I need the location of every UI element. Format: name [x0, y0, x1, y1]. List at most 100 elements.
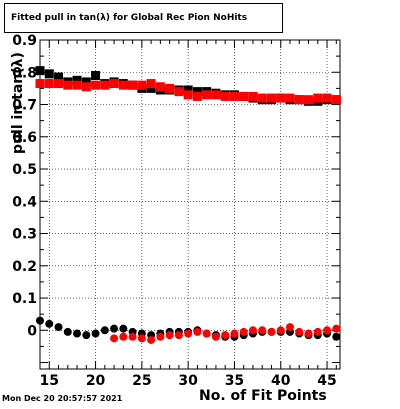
data-point-square-s1	[118, 80, 128, 90]
data-point-circle-s2	[332, 332, 341, 341]
data-point-circle-s3	[267, 327, 276, 336]
data-point-square-s1	[322, 93, 332, 103]
data-point-circle-s3	[221, 331, 230, 340]
data-point-square-s1	[100, 80, 110, 90]
data-point-square-s1	[35, 79, 45, 89]
data-point-circle-s3	[248, 326, 257, 335]
data-point-square-s1	[109, 79, 119, 89]
data-point-square-s1	[155, 82, 165, 92]
y-tick-label: 0.9	[12, 33, 37, 49]
x-tick-label: 40	[271, 373, 291, 389]
data-point-square-s1	[63, 80, 73, 90]
x-tick-label: 25	[132, 373, 151, 389]
data-point-square-s0	[91, 70, 101, 80]
data-point-circle-s2	[110, 324, 119, 333]
data-point-square-s1	[44, 79, 54, 89]
data-point-square-s0	[192, 87, 202, 97]
x-tick-label: 15	[40, 373, 59, 389]
data-point-square-s1	[192, 91, 202, 101]
data-point-circle-s3	[286, 323, 294, 332]
data-point-square-s1	[81, 82, 91, 92]
data-point-circle-s3	[313, 327, 322, 336]
data-point-square-s0	[81, 77, 91, 87]
data-point-square-s0	[44, 69, 54, 79]
y-tick-label: 0	[27, 323, 37, 339]
data-point-square-s0	[146, 83, 156, 93]
data-point-square-s1	[183, 90, 193, 100]
data-point-square-s1	[229, 91, 239, 101]
y-tick-label: 0.3	[12, 227, 37, 243]
data-point-square-s0	[54, 72, 64, 82]
data-point-circle-s2	[119, 324, 128, 333]
data-point-circle-s3	[295, 327, 304, 336]
data-point-circle-s2	[45, 319, 54, 328]
x-tick-label: 45	[317, 373, 336, 389]
data-point-circle-s3	[211, 332, 220, 341]
x-axis-label: No. of Fit Points	[199, 388, 327, 404]
data-point-square-s1	[257, 93, 267, 103]
data-point-circle-s3	[323, 326, 332, 335]
data-point-square-s1	[54, 79, 64, 89]
data-point-circle-s3	[119, 332, 128, 341]
chart-title-text: Fitted pull in tan(λ) for Global Rec Pio…	[11, 13, 248, 23]
data-point-square-s1	[146, 79, 156, 89]
data-point-square-s1	[239, 91, 249, 101]
data-point-circle-s3	[147, 335, 156, 344]
data-point-square-s1	[266, 93, 276, 103]
data-point-circle-s3	[239, 327, 248, 336]
data-point-circle-s3	[137, 334, 146, 343]
data-point-circle-s3	[110, 334, 119, 343]
data-point-circle-s3	[332, 324, 341, 333]
data-point-circle-s3	[184, 329, 193, 338]
data-point-circle-s2	[36, 316, 44, 325]
x-tick-label: 35	[225, 373, 244, 389]
data-point-circle-s3	[165, 331, 174, 340]
data-point-square-s1	[202, 90, 212, 100]
data-point-circle-s2	[73, 329, 82, 338]
y-axis-label: pull in tan(λ)	[10, 52, 26, 154]
data-point-square-s1	[211, 90, 221, 100]
data-point-square-s0	[35, 66, 45, 76]
data-point-square-s1	[91, 80, 101, 90]
data-point-square-s1	[294, 95, 304, 105]
data-point-circle-s2	[82, 331, 91, 340]
data-point-circle-s3	[128, 332, 137, 341]
chart-title: Fitted pull in tan(λ) for Global Rec Pio…	[4, 3, 283, 33]
data-point-circle-s3	[276, 326, 285, 335]
data-point-circle-s2	[63, 327, 72, 336]
data-point-circle-s2	[91, 329, 100, 338]
data-point-circle-s3	[174, 331, 183, 340]
data-point-circle-s3	[230, 329, 239, 338]
data-point-square-s1	[137, 80, 147, 90]
data-point-square-s1	[165, 83, 175, 93]
data-point-circle-s3	[193, 327, 202, 336]
data-point-square-s1	[285, 93, 295, 103]
data-point-square-s1	[72, 80, 82, 90]
y-tick-label: 0.4	[12, 194, 37, 210]
x-tick-label: 20	[86, 373, 106, 389]
data-point-square-s1	[128, 80, 138, 90]
data-point-circle-s3	[258, 326, 267, 335]
data-point-circle-s3	[202, 329, 211, 338]
data-point-circle-s3	[156, 332, 165, 341]
y-tick-label: 0.7	[12, 98, 37, 114]
data-point-square-s1	[220, 91, 230, 101]
data-point-square-s0	[183, 85, 193, 95]
data-point-square-s1	[331, 95, 341, 105]
data-point-circle-s2	[54, 323, 63, 332]
y-tick-label: 0.6	[12, 130, 37, 146]
y-tick-label: 0.1	[12, 291, 37, 307]
data-point-square-s0	[72, 75, 82, 85]
data-point-circle-s3	[304, 329, 313, 338]
data-point-square-s1	[174, 87, 184, 97]
data-point-square-s1	[248, 91, 258, 101]
data-point-square-s1	[304, 95, 314, 105]
timestamp: Mon Dec 20 20:57:57 2021	[2, 394, 123, 403]
y-tick-label: 0.5	[12, 162, 37, 178]
data-point-square-s1	[276, 93, 286, 103]
x-tick-label: 30	[178, 373, 198, 389]
data-point-circle-s2	[100, 326, 109, 335]
y-tick-label: 0.2	[12, 259, 37, 275]
data-point-square-s1	[313, 93, 323, 103]
